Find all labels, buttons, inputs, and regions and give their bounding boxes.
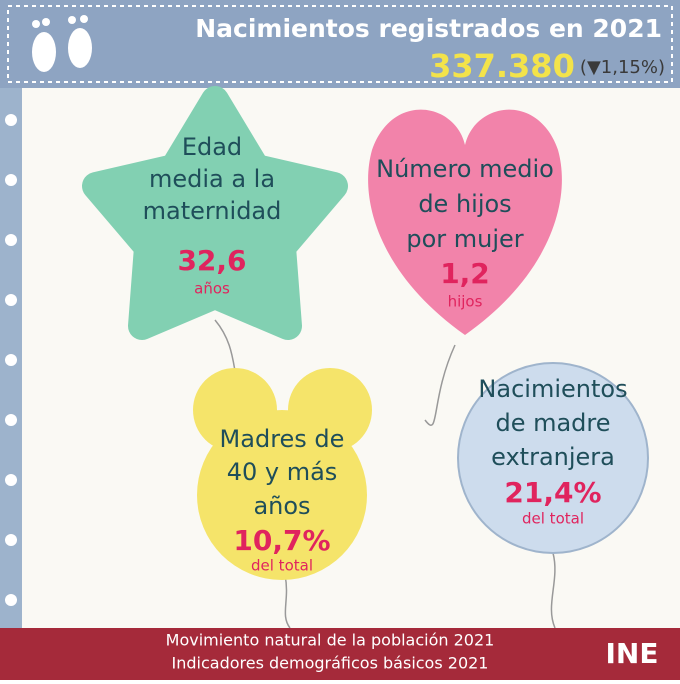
change: (▼1,15%) — [580, 57, 665, 78]
balloon-unit: años — [194, 280, 230, 298]
balloon-label: Nacimientos — [478, 375, 627, 403]
balloon-label: Número medio — [376, 155, 554, 183]
balloon-label: Madres de — [220, 425, 345, 453]
balloon-label: de madre — [495, 409, 610, 437]
heart-balloon — [368, 109, 562, 335]
balloon-unit: del total — [522, 510, 584, 528]
total: 337.380 — [429, 47, 575, 85]
balloon-label: media a la — [149, 165, 275, 193]
star-balloon — [82, 86, 348, 340]
balloon-label: de hijos — [418, 190, 511, 218]
footprints — [32, 15, 92, 72]
balloon-label: extranjera — [491, 443, 615, 471]
mickey-balloon — [193, 368, 372, 580]
disco-balloon — [457, 362, 649, 554]
footer-line: Indicadores demográficos básicos 2021 — [172, 654, 489, 673]
total-line: 337.380 (▼1,15%) — [429, 47, 665, 85]
header-band — [0, 0, 680, 88]
logo: INE — [606, 637, 659, 670]
balloon-value: 32,6 — [177, 244, 246, 277]
balloon-value: 1,2 — [440, 257, 490, 290]
balloon-label: por mujer — [406, 225, 523, 253]
dashed-border — [7, 5, 673, 83]
balloon-label: años — [253, 492, 310, 520]
balloon-unit: del total — [251, 557, 313, 575]
balloon-unit: hijos — [448, 293, 483, 311]
left-stripe — [0, 0, 22, 628]
footer-band — [0, 628, 680, 680]
balloon-value: 21,4% — [504, 476, 601, 509]
title: Nacimientos registrados en 2021 — [195, 14, 662, 43]
balloon-label: maternidad — [143, 197, 282, 225]
stripe-dots — [5, 114, 17, 606]
balloon-label: 40 y más — [227, 458, 338, 486]
balloon-label: Edad — [182, 133, 242, 161]
balloon-value: 10,7% — [233, 524, 330, 557]
footer-line: Movimiento natural de la población 2021 — [166, 631, 495, 650]
